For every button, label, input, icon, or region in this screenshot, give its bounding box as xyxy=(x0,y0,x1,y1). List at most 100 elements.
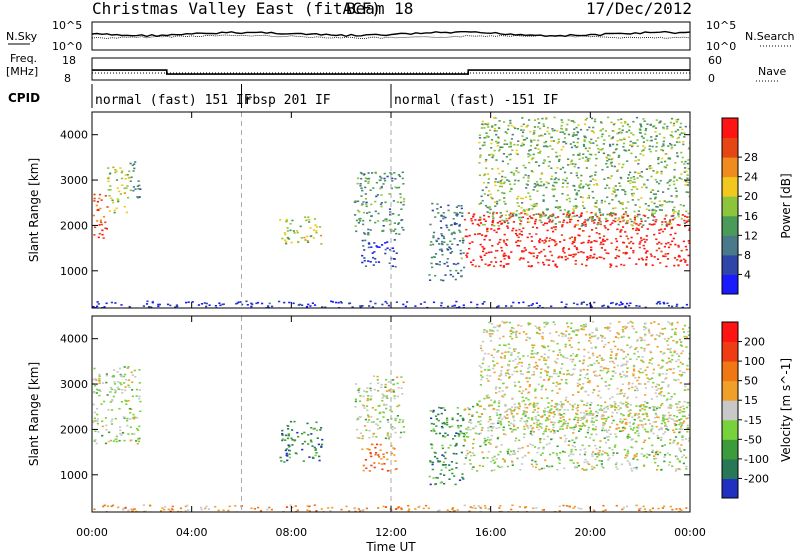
heatmap-cell xyxy=(644,252,648,254)
heatmap-cell xyxy=(441,454,444,456)
heatmap-cell xyxy=(459,231,462,233)
heatmap-cell xyxy=(495,427,498,430)
heatmap-cell xyxy=(113,383,117,385)
heatmap-cell xyxy=(572,302,576,305)
heatmap-cell xyxy=(563,239,566,241)
heatmap-cell xyxy=(499,356,502,358)
heatmap-cell xyxy=(579,183,582,185)
heatmap-cell xyxy=(442,217,445,220)
heatmap-cell xyxy=(591,417,594,420)
heatmap-cell xyxy=(615,428,618,430)
heatmap-cell xyxy=(610,242,613,244)
heatmap-cell xyxy=(658,133,661,135)
heatmap-cell xyxy=(99,221,103,223)
heatmap-cell xyxy=(566,186,569,188)
heatmap-cell xyxy=(554,177,558,179)
heatmap-cell xyxy=(628,304,631,307)
heatmap-cell xyxy=(95,204,98,207)
heatmap-cell xyxy=(688,242,690,244)
heatmap-cell xyxy=(112,395,115,398)
heatmap-cell xyxy=(375,181,378,184)
heatmap-cell xyxy=(432,428,435,430)
heatmap-cell xyxy=(576,303,579,306)
heatmap-cell xyxy=(576,248,579,251)
heatmap-cell xyxy=(573,428,576,431)
heatmap-cell xyxy=(518,219,521,221)
heatmap-cell xyxy=(221,303,224,306)
heatmap-cell xyxy=(493,348,496,351)
heatmap-cell xyxy=(607,252,610,255)
heatmap-cell xyxy=(367,242,370,244)
heatmap-cell xyxy=(509,329,512,331)
heatmap-cell xyxy=(609,426,612,428)
heatmap-cell xyxy=(671,201,674,203)
heatmap-cell xyxy=(377,454,380,456)
heatmap-cell xyxy=(628,413,631,416)
heatmap-cell xyxy=(499,416,502,418)
heatmap-cell xyxy=(200,506,203,509)
heatmap-cell xyxy=(592,354,595,357)
heatmap-cell xyxy=(563,137,567,139)
heatmap-cell xyxy=(382,225,385,227)
heatmap-cell xyxy=(485,331,488,333)
heatmap-cell xyxy=(546,130,549,133)
heatmap-cell xyxy=(682,328,685,330)
heatmap-cell xyxy=(98,373,101,376)
heatmap-cell xyxy=(161,507,164,509)
heatmap-cell xyxy=(591,455,594,457)
heatmap-cell xyxy=(436,457,439,460)
heatmap-cell xyxy=(643,439,647,442)
heatmap-cell xyxy=(497,137,500,139)
heatmap-cell xyxy=(556,358,559,360)
heatmap-cell xyxy=(564,255,567,258)
heatmap-cell xyxy=(380,185,383,188)
heatmap-cell xyxy=(363,425,367,427)
heatmap-cell xyxy=(626,396,629,398)
heatmap-cell xyxy=(207,508,211,510)
heatmap-cell xyxy=(673,257,677,259)
heatmap-cell xyxy=(502,182,506,185)
heatmap-cell xyxy=(517,140,520,142)
heatmap-cell xyxy=(97,209,100,211)
heatmap-cell xyxy=(658,247,661,250)
heatmap-cell xyxy=(635,358,638,361)
heatmap-cell xyxy=(640,197,643,199)
heatmap-cell xyxy=(580,388,583,390)
heatmap-cell xyxy=(606,431,609,433)
heatmap-cell xyxy=(669,398,672,400)
heatmap-cell xyxy=(602,152,605,155)
heatmap-cell xyxy=(596,144,599,147)
heatmap-cell xyxy=(634,377,637,379)
heatmap-cell xyxy=(373,251,376,253)
heatmap-cell xyxy=(575,334,578,336)
heatmap-cell xyxy=(639,383,642,385)
heatmap-cell xyxy=(367,177,371,180)
heatmap-cell xyxy=(106,505,109,507)
heatmap-cell xyxy=(366,178,369,180)
heatmap-cell xyxy=(296,509,299,512)
heatmap-cell xyxy=(104,221,107,224)
heatmap-cell xyxy=(449,247,452,250)
heatmap-cell xyxy=(376,443,379,446)
heatmap-cell xyxy=(540,416,543,418)
heatmap-cell xyxy=(483,247,486,250)
heatmap-cell xyxy=(596,456,599,458)
heatmap-cell xyxy=(369,219,372,222)
heatmap-cell xyxy=(598,409,601,411)
heatmap-cell xyxy=(115,435,118,438)
heatmap-cell xyxy=(492,213,495,215)
heatmap-cell xyxy=(163,508,166,511)
heatmap-cell xyxy=(603,429,607,432)
heatmap-cell xyxy=(205,505,208,508)
heatmap-cell xyxy=(646,430,649,433)
heatmap-cell xyxy=(531,157,534,160)
heatmap-cell xyxy=(495,140,498,143)
heatmap-cell xyxy=(644,220,647,222)
heatmap-cell xyxy=(505,409,509,412)
heatmap-cell xyxy=(443,474,446,476)
heatmap-cell xyxy=(605,220,608,223)
heatmap-cell xyxy=(604,217,607,220)
heatmap-cell xyxy=(557,383,560,385)
heatmap-cell xyxy=(665,362,668,364)
heatmap-cell xyxy=(603,257,606,260)
